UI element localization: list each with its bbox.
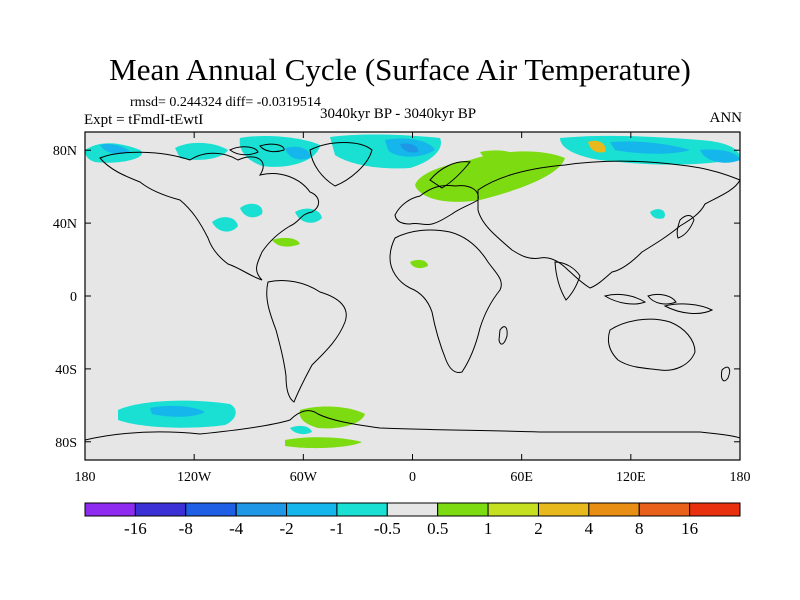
lat-tick-label: 80S bbox=[55, 436, 77, 451]
colorbar-label: 0.5 bbox=[427, 519, 448, 538]
colorbar-swatch bbox=[537, 502, 590, 517]
lat-tick-label: 0 bbox=[70, 290, 77, 305]
lon-tick-label: 180 bbox=[75, 470, 96, 485]
lon-tick-label: 120E bbox=[616, 470, 646, 485]
lon-tick-label: 0 bbox=[409, 470, 416, 485]
colorbar: -16 -8 -4 -2 -1 -0.5 0.5 1 2 4 8 16 bbox=[84, 502, 741, 538]
colorbar-swatch bbox=[235, 502, 288, 517]
colorbar-swatch bbox=[185, 502, 237, 517]
colorbar-swatch bbox=[588, 502, 640, 517]
colorbar-swatch bbox=[84, 502, 136, 517]
stats-text: rmsd= 0.244324 diff= -0.0319514 bbox=[130, 95, 321, 110]
colorbar-swatch bbox=[487, 502, 539, 517]
latitude-axis: 80N 40N 0 40S 80S bbox=[53, 144, 740, 451]
lat-tick-label: 40S bbox=[55, 363, 77, 378]
experiment-label: Expt = tFmdI-tEwtI bbox=[84, 112, 204, 128]
plot-title: Mean Annual Cycle (Surface Air Temperatu… bbox=[109, 52, 691, 87]
colorbar-label: -8 bbox=[179, 519, 193, 538]
colorbar-label: -4 bbox=[229, 519, 244, 538]
colorbar-label: 4 bbox=[585, 519, 594, 538]
longitude-axis: 180 120W 60W 0 60E 120E 180 bbox=[75, 132, 751, 485]
lon-tick-label: 180 bbox=[730, 470, 751, 485]
colorbar-label: -2 bbox=[279, 519, 293, 538]
colorbar-label: 1 bbox=[484, 519, 493, 538]
lat-tick-label: 80N bbox=[53, 144, 77, 159]
colorbar-label: 8 bbox=[635, 519, 644, 538]
colorbar-label: -16 bbox=[124, 519, 147, 538]
colorbar-label: 2 bbox=[534, 519, 543, 538]
lon-tick-label: 120W bbox=[177, 470, 212, 485]
colorbar-label: -1 bbox=[330, 519, 344, 538]
colorbar-swatch bbox=[437, 502, 489, 517]
colorbar-label: 16 bbox=[681, 519, 698, 538]
season-label: ANN bbox=[709, 110, 743, 126]
lon-tick-label: 60W bbox=[290, 470, 318, 485]
period-label: 3040kyr BP - 3040kyr BP bbox=[320, 106, 477, 122]
colorbar-label: -0.5 bbox=[374, 519, 401, 538]
colorbar-swatch bbox=[386, 502, 439, 517]
colorbar-swatch bbox=[286, 502, 338, 517]
lat-tick-label: 40N bbox=[53, 217, 77, 232]
colorbar-swatch bbox=[638, 502, 691, 517]
colorbar-swatch bbox=[689, 502, 741, 517]
coastlines bbox=[84, 142, 741, 441]
lon-tick-label: 60E bbox=[510, 470, 533, 485]
colorbar-swatch bbox=[134, 502, 187, 517]
colorbar-swatch bbox=[336, 502, 388, 517]
